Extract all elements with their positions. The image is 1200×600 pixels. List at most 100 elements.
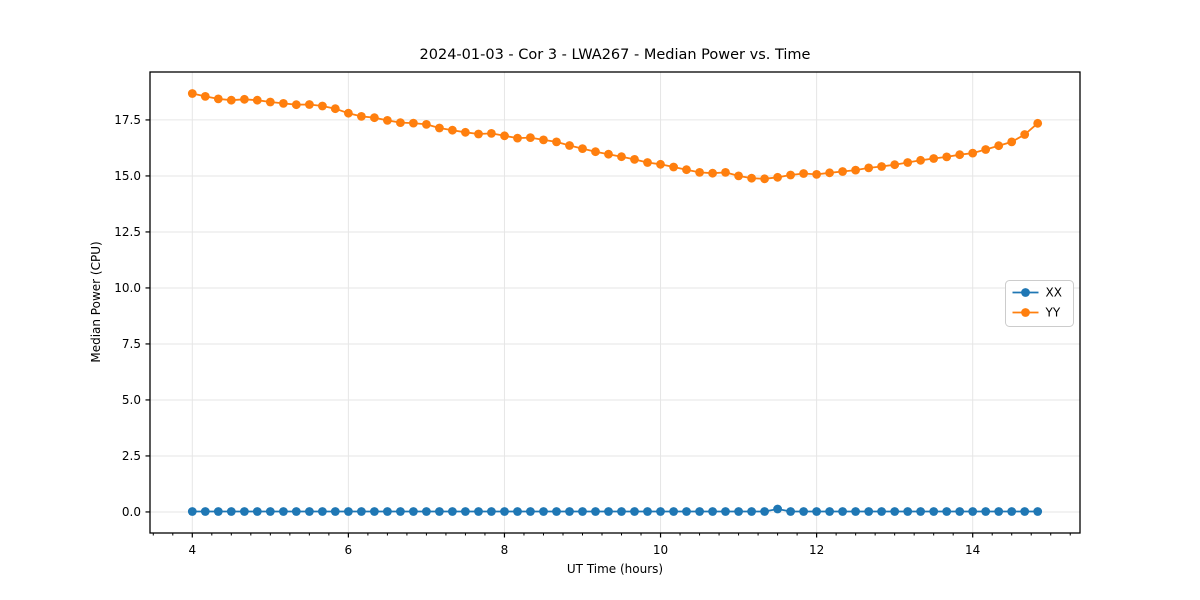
series-YY-marker (799, 169, 808, 178)
legend-box (1005, 280, 1074, 327)
series-XX-marker (526, 507, 535, 516)
series-XX-marker (1020, 507, 1030, 516)
series-XX-marker (435, 507, 444, 516)
legend-marker (1021, 308, 1030, 317)
series-YY-marker (1020, 130, 1030, 139)
series-XX-marker (578, 507, 587, 516)
x-tick-label: 4 (188, 543, 196, 557)
series-YY-marker (213, 94, 223, 104)
y-tick-label: 5.0 (122, 393, 141, 407)
series-YY-marker (226, 95, 236, 105)
x-minor-ticks (152, 533, 1071, 536)
series-XX-marker (773, 504, 782, 514)
series-XX-marker (213, 507, 223, 516)
y-tick-label: 7.5 (122, 337, 141, 351)
series-XX-marker (240, 507, 249, 516)
y-tick-label: 15.0 (114, 169, 141, 183)
series-YY-marker (461, 127, 470, 137)
series-YY-marker (630, 155, 639, 164)
series-XX-marker (383, 507, 392, 516)
series-YY-marker (565, 141, 574, 150)
series-XX-marker (513, 507, 522, 516)
series-YY-marker (370, 113, 379, 123)
series-YY-marker (903, 158, 913, 167)
series-XX-marker (864, 507, 874, 516)
series-XX-marker (617, 507, 626, 516)
series-XX-marker (330, 507, 340, 516)
series-YY-marker (1033, 118, 1043, 128)
series-XX-marker (708, 507, 717, 516)
x-axis: 4 6 8 10 12 14 (188, 533, 980, 557)
series-XX-marker (396, 507, 405, 516)
y-tick-label: 10.0 (114, 281, 141, 295)
series-YY-marker (617, 152, 626, 162)
series-XX-marker (734, 507, 743, 516)
series-YY-marker (877, 162, 886, 171)
y-axis-label: Median Power (CPU) (89, 241, 103, 363)
series-XX-marker (409, 507, 418, 516)
series-YY-marker (578, 144, 587, 154)
series-XX-marker (799, 507, 808, 516)
legend-label: XX (1046, 286, 1062, 300)
series-XX-marker (916, 507, 925, 516)
series-YY-marker (383, 116, 392, 125)
series-YY-marker (279, 99, 288, 108)
series-YY-marker (656, 159, 665, 169)
series-XX-marker (643, 507, 652, 516)
series-XX-marker (890, 507, 900, 516)
grid (150, 72, 1080, 533)
series-YY-marker (773, 172, 782, 182)
series-XX-marker (265, 507, 275, 516)
series-XX-marker (200, 507, 210, 516)
series-XX-marker (552, 507, 561, 516)
y-axis: 0.0 2.5 5.0 7.5 10.0 12.5 15.0 17.5 (114, 113, 150, 519)
series-YY-marker (760, 174, 769, 184)
series-XX-marker (747, 507, 756, 516)
series-YY-marker (422, 120, 431, 129)
series-XX-marker (955, 507, 965, 516)
series-YY-marker (552, 137, 561, 147)
series-YY-marker (786, 170, 795, 180)
series-XX-marker (604, 507, 613, 516)
series-YY (187, 89, 1043, 184)
series-YY-marker (981, 145, 991, 154)
x-tick-label: 6 (345, 543, 353, 557)
series-YY-marker (864, 163, 874, 173)
legend-entry-YY: YY (1012, 306, 1061, 320)
y-tick-label: 0.0 (122, 505, 141, 519)
series-XX-marker (344, 507, 353, 516)
x-tick-label: 8 (501, 543, 509, 557)
series-XX-marker (448, 507, 457, 516)
series-YY-marker (929, 154, 939, 163)
series-XX-marker (305, 507, 314, 516)
series-YY-marker (825, 168, 834, 178)
series-YY-marker (409, 118, 418, 128)
series-XX-marker (539, 507, 548, 516)
series-YY-marker (487, 129, 496, 138)
series-XX-marker (474, 507, 483, 516)
series-YY-marker (448, 125, 457, 135)
series-YY-marker (942, 152, 952, 162)
series-YY-marker (1007, 137, 1017, 147)
y-tick-label: 12.5 (114, 225, 141, 239)
series-YY-marker (265, 97, 275, 107)
series-YY-marker (318, 101, 327, 111)
series-XX-marker (682, 507, 691, 516)
series-YY-marker (994, 141, 1004, 151)
series-YY-marker (682, 165, 691, 175)
series-YY-marker (291, 100, 301, 110)
series-XX-marker (838, 507, 847, 516)
series-YY-marker (500, 131, 509, 141)
series-XX-marker (656, 507, 665, 516)
series-XX-marker (252, 507, 262, 516)
series-YY-marker (187, 89, 197, 98)
series-YY-marker (435, 123, 444, 133)
series-YY-marker (526, 133, 535, 143)
series-YY-marker (240, 94, 249, 104)
series-XX-marker (318, 507, 327, 516)
series-XX-marker (786, 507, 795, 516)
legend-marker (1021, 288, 1030, 297)
x-tick-label: 14 (965, 543, 980, 557)
